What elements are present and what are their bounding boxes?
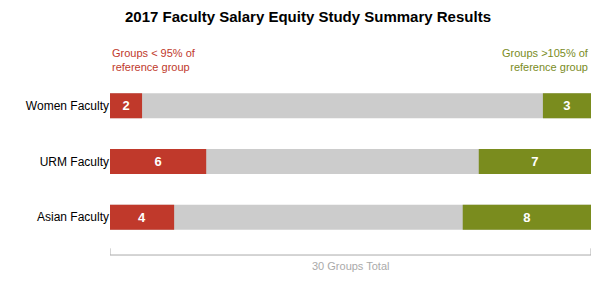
svg-text:2017 Faculty Salary Equity Stu: 2017 Faculty Salary Equity Study Summary… bbox=[125, 8, 491, 25]
svg-text:3: 3 bbox=[563, 98, 570, 113]
svg-text:7: 7 bbox=[531, 154, 538, 169]
svg-text:Groups >105% ofreference group: Groups >105% ofreference group bbox=[502, 47, 589, 73]
svg-text:4: 4 bbox=[138, 210, 146, 225]
svg-text:8: 8 bbox=[523, 210, 530, 225]
svg-text:6: 6 bbox=[154, 154, 161, 169]
svg-text:Women Faculty: Women Faculty bbox=[26, 99, 109, 113]
svg-text:Asian Faculty: Asian Faculty bbox=[37, 210, 109, 224]
svg-text:Groups < 95% ofreference group: Groups < 95% ofreference group bbox=[112, 47, 196, 73]
svg-text:URM Faculty: URM Faculty bbox=[40, 155, 109, 169]
svg-text:2: 2 bbox=[122, 98, 129, 113]
svg-text:30 Groups Total: 30 Groups Total bbox=[312, 260, 389, 272]
